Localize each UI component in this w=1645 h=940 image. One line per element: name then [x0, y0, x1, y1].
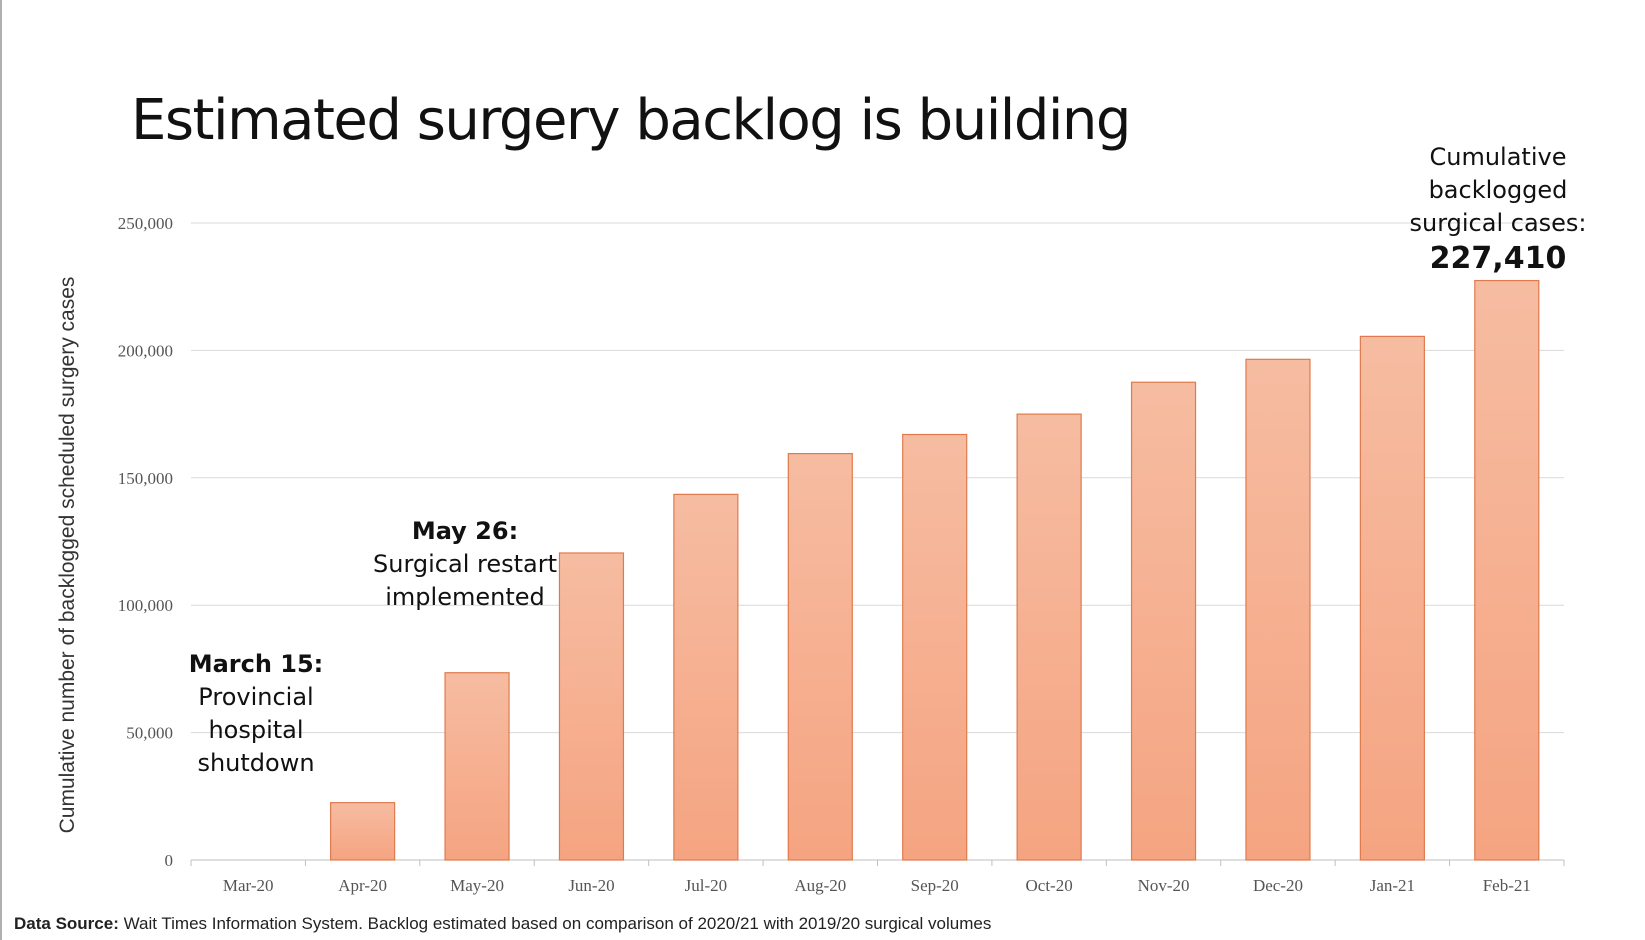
- data-source-note: Data Source: Wait Times Information Syst…: [14, 914, 991, 934]
- bar-oct-20: [1016, 413, 1082, 861]
- y-tick-label: 250,000: [118, 214, 173, 233]
- x-tick-label: Mar-20: [223, 876, 274, 895]
- y-tick-label: 200,000: [118, 341, 173, 360]
- slide-left-border: [0, 0, 2, 940]
- annotation-total-line3: surgical cases:: [1409, 209, 1587, 237]
- annotation-march-line2: hospital: [208, 716, 304, 744]
- data-source-label: Data Source:: [14, 914, 119, 933]
- slide-title: Estimated surgery backlog is building: [131, 88, 1131, 153]
- bar-dec-20: [1245, 358, 1311, 861]
- bar-feb-21: [1474, 279, 1540, 861]
- x-tick-label: Jan-21: [1370, 876, 1415, 895]
- bar-aug-20: [787, 452, 853, 861]
- annotation-may-line2: implemented: [385, 583, 545, 611]
- x-tick-label: Nov-20: [1138, 876, 1190, 895]
- y-tick-label: 0: [165, 851, 174, 870]
- x-tick-label: Dec-20: [1253, 876, 1303, 895]
- bar-jun-20: [558, 552, 625, 861]
- x-tick-label: Aug-20: [794, 876, 846, 895]
- annotation-total: Cumulative backlogged surgical cases: 22…: [1398, 141, 1598, 278]
- bar-apr-20: [330, 802, 396, 861]
- x-tick-label: Feb-21: [1483, 876, 1531, 895]
- bar-jan-21: [1359, 335, 1425, 861]
- annotation-total-line2: backlogged: [1428, 176, 1568, 204]
- x-tick-label: Oct-20: [1026, 876, 1073, 895]
- x-tick-label: Jun-20: [568, 876, 614, 895]
- x-tick-label: Apr-20: [338, 876, 387, 895]
- annotation-total-value: 227,410: [1429, 241, 1567, 276]
- annotation-may-26: May 26: Surgical restart implemented: [360, 515, 570, 614]
- bars: [330, 279, 1540, 861]
- y-tick-label: 100,000: [118, 596, 173, 615]
- x-tick-labels: Mar-20 Apr-20 May-20 Jun-20 Jul-20 Aug-20 Sep-…: [223, 876, 1531, 895]
- annotation-may-line1: Surgical restart: [373, 550, 557, 578]
- bar-jul-20: [673, 493, 739, 861]
- grid-lines: [190, 222, 1565, 866]
- y-tick-label: 50,000: [126, 724, 173, 743]
- y-tick-labels: 0 50,000 100,000 150,000 200,000 250,000: [118, 214, 173, 870]
- bar-sep-20: [902, 433, 968, 861]
- data-source-text: Wait Times Information System. Backlog e…: [118, 914, 992, 933]
- y-tick-label: 150,000: [118, 469, 173, 488]
- bar-may-20: [444, 672, 510, 861]
- bar-nov-20: [1130, 381, 1197, 861]
- annotation-march-15: March 15: Provincial hospital shutdown: [176, 648, 336, 780]
- annotation-march-line1: Provincial: [198, 683, 314, 711]
- x-tick-label: May-20: [450, 876, 504, 895]
- annotation-may-heading: May 26:: [411, 517, 519, 545]
- annotation-march-line3: shutdown: [197, 749, 315, 777]
- x-tick-label: Jul-20: [685, 876, 728, 895]
- x-tick-label: Sep-20: [911, 876, 959, 895]
- annotation-total-line1: Cumulative: [1429, 143, 1567, 171]
- annotation-march-heading: March 15:: [188, 650, 324, 678]
